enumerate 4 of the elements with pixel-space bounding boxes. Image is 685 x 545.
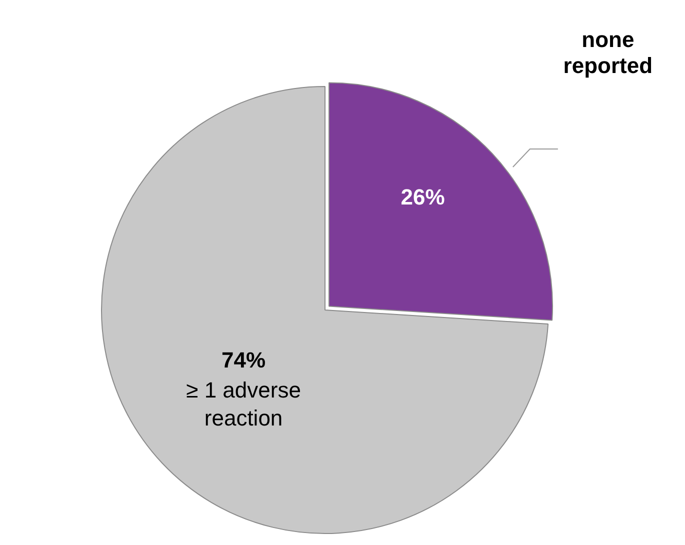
data-label: 74% xyxy=(222,348,266,373)
data-label: 26% xyxy=(400,184,445,210)
slice-label: none reported xyxy=(563,27,653,78)
slice-label: ≥ 1 adverse reaction xyxy=(186,378,301,431)
